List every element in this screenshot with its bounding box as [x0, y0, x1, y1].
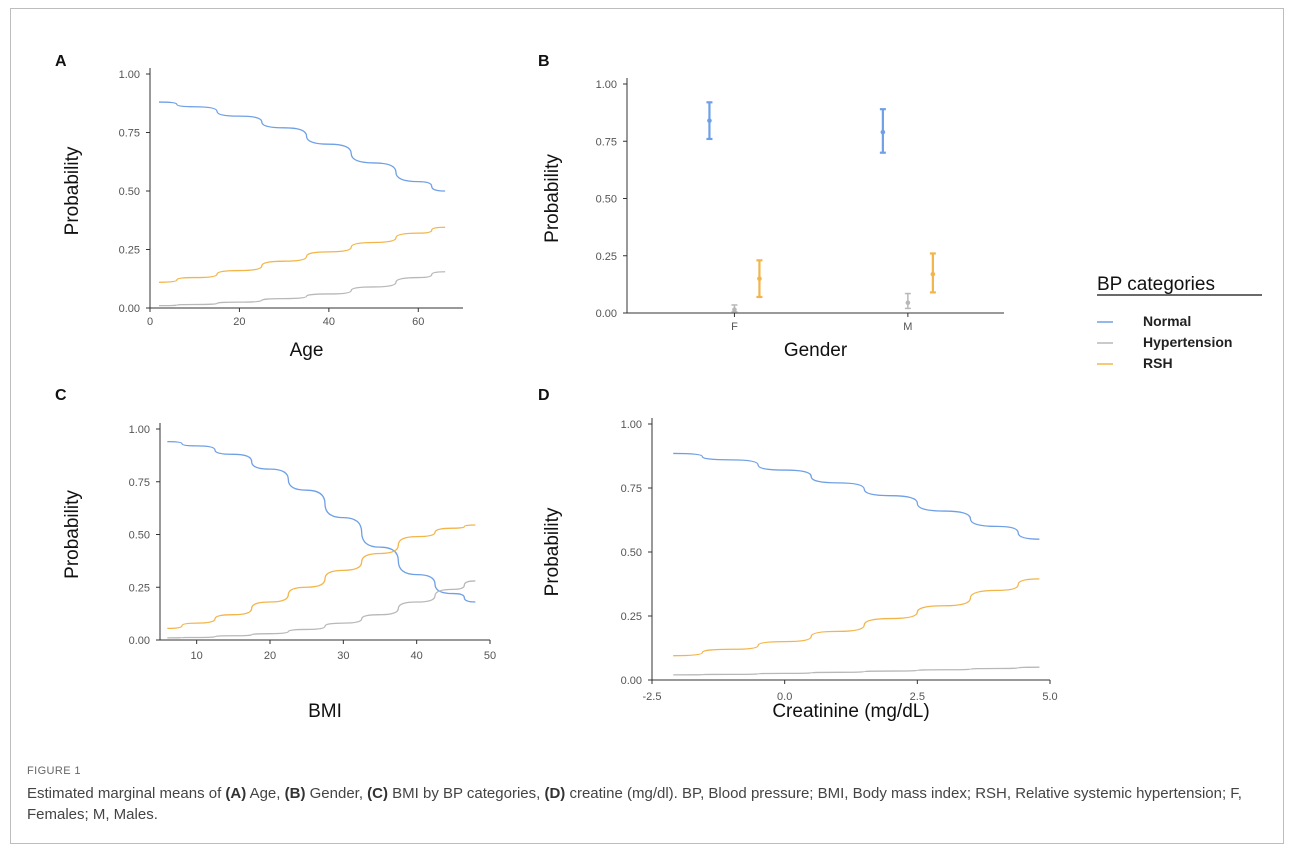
y-tick-label: 0.50	[129, 530, 150, 542]
panel-c: C 0.00 0.25 0.50 0.75 1.00 Probability BMI 10 20 3…	[55, 387, 496, 722]
x-tick-label: 20	[233, 316, 245, 328]
y-tick-label: 0.00	[621, 675, 642, 687]
series-line-normal	[167, 441, 476, 603]
point-rsh	[757, 276, 762, 281]
panel-b: B 0.00 0.25 0.50 0.75 1.00 Probability Gender F M	[538, 53, 1004, 361]
x-tick-label: 0	[147, 316, 153, 328]
series-line-rsh	[673, 578, 1040, 657]
x-tick-label: 20	[264, 650, 276, 662]
caption-panel-ref: (C)	[367, 785, 388, 802]
y-tick-label: 1.00	[621, 419, 642, 431]
x-tick-label: -2.5	[643, 691, 662, 703]
point-hypertension	[732, 307, 737, 312]
series-line-hypertension	[167, 580, 476, 639]
figure-label: FIGURE 1	[27, 765, 81, 777]
caption-text: Estimated marginal means of	[27, 785, 226, 802]
y-tick-label: 0.75	[119, 128, 140, 140]
y-axis-label: Probability	[62, 490, 83, 579]
caption-panel-ref: (A)	[225, 785, 247, 802]
y-tick-label: 1.00	[596, 79, 617, 91]
x-tick-label: 0.0	[777, 691, 792, 703]
caption-text: Age,	[246, 785, 285, 802]
figure-panels: A 0.00 0.25 0.50 0.75 1.00 Probability Age 0 20 40…	[55, 53, 1262, 722]
series-line-hypertension	[158, 271, 446, 307]
caption-text: creatine (mg/dl). BP, Blood pressure; BM…	[27, 785, 1242, 823]
panel-label: B	[538, 53, 550, 70]
x-axis-label: BMI	[308, 701, 342, 722]
x-tick-label: 40	[411, 650, 423, 662]
caption-panel-ref: (B)	[284, 785, 306, 802]
legend-label-hypertension: Hypertension	[1143, 334, 1232, 350]
legend-title: BP categories	[1097, 274, 1215, 295]
point-rsh	[930, 271, 936, 277]
figure-caption: Estimated marginal means of (A) Age, (B)…	[27, 783, 1257, 825]
x-tick-label: 10	[191, 650, 203, 662]
x-axis-label: Creatinine (mg/dL)	[772, 701, 929, 722]
panel-label: C	[55, 387, 67, 404]
panel-a: A 0.00 0.25 0.50 0.75 1.00 Probability Age 0 20 40…	[55, 53, 463, 361]
point-normal	[707, 118, 712, 123]
legend: BP categories Normal Hypertension RSH	[1097, 274, 1262, 371]
caption-text: BMI by BP categories,	[388, 785, 545, 802]
series-line-rsh	[158, 226, 446, 283]
series-line-hypertension	[673, 666, 1040, 676]
y-axis-label: Probability	[542, 507, 563, 596]
x-tick-label: 2.5	[910, 691, 925, 703]
y-axis-label: Probability	[62, 146, 83, 235]
x-tick-label: 60	[412, 316, 424, 328]
series-line-normal	[158, 101, 446, 192]
panel-label: D	[538, 387, 550, 404]
x-tick-label: 30	[337, 650, 349, 662]
y-tick-label: 0.75	[129, 477, 150, 489]
x-axis-label: Gender	[784, 340, 848, 361]
series-line-rsh	[167, 524, 476, 630]
caption-panel-ref: (D)	[544, 785, 566, 802]
x-tick-label: 5.0	[1042, 691, 1057, 703]
x-tick-label: 40	[323, 316, 335, 328]
y-tick-label: 0.25	[129, 582, 150, 594]
x-tick-label: M	[903, 321, 912, 333]
y-tick-label: 0.00	[129, 635, 150, 647]
figure-frame	[10, 8, 1284, 844]
y-tick-label: 0.25	[119, 245, 140, 257]
point-hypertension	[905, 300, 911, 305]
y-tick-label: 0.50	[596, 194, 617, 206]
x-tick-label: F	[731, 321, 738, 333]
y-tick-label: 0.25	[621, 611, 642, 623]
y-tick-label: 0.75	[621, 483, 642, 495]
caption-text: Gender,	[305, 785, 368, 802]
legend-label-normal: Normal	[1143, 313, 1191, 329]
y-tick-label: 0.25	[596, 251, 617, 263]
y-tick-label: 0.50	[119, 186, 140, 198]
x-tick-label: 50	[484, 650, 496, 662]
y-tick-label: 0.50	[621, 547, 642, 559]
y-tick-label: 0.00	[596, 308, 617, 320]
x-axis-label: Age	[290, 340, 324, 361]
series-line-normal	[673, 452, 1040, 540]
y-tick-label: 1.00	[119, 69, 140, 81]
point-normal	[880, 129, 886, 135]
y-tick-label: 1.00	[129, 424, 150, 436]
panel-d: D 0.00 0.25 0.50 0.75 1.00 Probability Creatini…	[538, 387, 1058, 722]
y-tick-label: 0.00	[119, 303, 140, 315]
panel-label: A	[55, 53, 67, 70]
y-axis-label: Probability	[542, 154, 563, 243]
y-tick-label: 0.75	[596, 136, 617, 148]
legend-label-rsh: RSH	[1143, 355, 1173, 371]
